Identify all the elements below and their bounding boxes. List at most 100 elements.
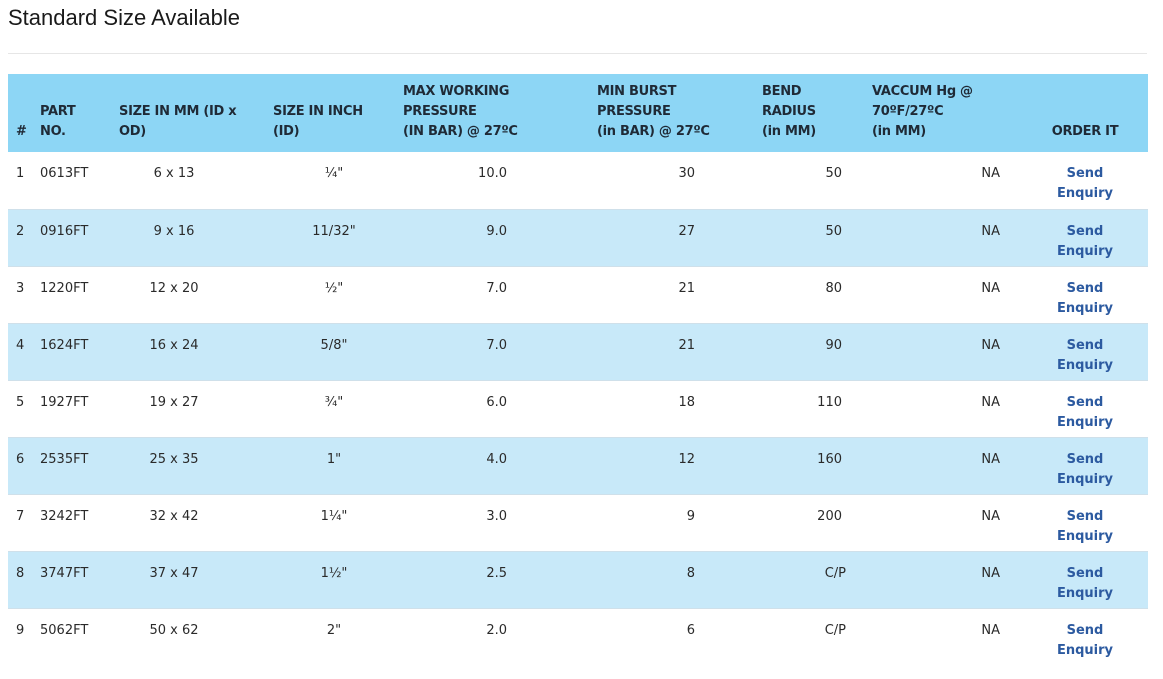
cell-vaccum: NA <box>981 394 1000 410</box>
table-row: 7 3242FT 32 x 42 1¼" 3.0 9 200 NA Send En… <box>8 494 1148 551</box>
table-row: 9 5062FT 50 x 62 2" 2.0 6 C/P NA Send Enq… <box>8 608 1148 665</box>
cell-part-no: 3242FT <box>40 508 89 524</box>
cell-order: Send Enquiry <box>1022 494 1148 551</box>
header-num: # <box>16 124 27 139</box>
header-part-line: NO. <box>40 124 66 139</box>
cell-num: 2 <box>16 223 25 239</box>
cell-order: Send Enquiry <box>1022 266 1148 323</box>
cell-order: Send Enquiry <box>1022 152 1148 209</box>
cell-order: Send Enquiry <box>1022 551 1148 608</box>
cell-size-inch: ½" <box>324 280 344 296</box>
cell-order: Send Enquiry <box>1022 209 1148 266</box>
cell-burst-pressure: 27 <box>678 223 695 239</box>
cell-burst-pressure: 9 <box>686 508 695 524</box>
sizes-table-container: # PART NO. SIZE IN MM (ID x OD) SIZE IN … <box>8 74 1148 665</box>
cell-max-pressure: 2.0 <box>486 622 507 638</box>
cell-vaccum: NA <box>981 508 1000 524</box>
cell-vaccum: NA <box>981 223 1000 239</box>
link-line: Send <box>1066 622 1104 638</box>
cell-part-no: 0613FT <box>40 166 89 181</box>
cell-num: 3 <box>16 280 25 296</box>
cell-part-no: 1624FT <box>40 337 89 353</box>
header-size-mm-line: SIZE IN MM (ID x <box>119 104 237 119</box>
send-enquiry-link[interactable]: Send Enquiry <box>1057 393 1113 433</box>
cell-order: Send Enquiry <box>1022 323 1148 380</box>
link-line: Enquiry <box>1056 186 1114 201</box>
cell-size-inch: 1" <box>326 451 342 467</box>
sizes-table: # PART NO. SIZE IN MM (ID x OD) SIZE IN … <box>8 74 1148 665</box>
cell-size-mm: 37 x 47 <box>149 565 199 581</box>
send-enquiry-link[interactable]: Send Enquiry <box>1057 450 1113 490</box>
link-line: Enquiry <box>1056 357 1114 373</box>
cell-burst-pressure: 12 <box>678 451 695 467</box>
cell-size-mm: 12 x 20 <box>149 280 199 296</box>
cell-part-no: 1927FT <box>40 394 89 410</box>
send-enquiry-link[interactable]: Send Enquiry <box>1057 279 1113 319</box>
cell-order: Send Enquiry <box>1022 380 1148 437</box>
header-order-it: ORDER IT <box>1051 124 1119 139</box>
cell-size-inch: 11/32" <box>312 223 356 239</box>
send-enquiry-link[interactable]: Send Enquiry <box>1057 336 1113 376</box>
cell-vaccum: NA <box>981 337 1000 353</box>
send-enquiry-link[interactable]: Send Enquiry <box>1057 507 1113 547</box>
cell-burst-pressure: 21 <box>678 280 695 296</box>
send-enquiry-link[interactable]: Send Enquiry <box>1057 564 1113 604</box>
cell-bend-radius: 160 <box>817 451 842 467</box>
link-line: Send <box>1066 337 1104 353</box>
header-bend-line: BEND <box>762 84 802 99</box>
cell-bend-radius: 200 <box>817 508 842 524</box>
table-row: 3 1220FT 12 x 20 ½" 7.0 21 80 NA Send Enq… <box>8 266 1148 323</box>
cell-vaccum: NA <box>981 565 1000 581</box>
cell-num: 7 <box>16 508 25 524</box>
header-vaccum-line: (in MM) <box>872 124 926 139</box>
cell-burst-pressure: 8 <box>686 565 695 581</box>
cell-burst-pressure: 18 <box>678 394 695 410</box>
cell-bend-radius: 90 <box>825 337 842 353</box>
cell-bend-radius: C/P <box>824 622 846 638</box>
cell-order: Send Enquiry <box>1022 437 1148 494</box>
header-vaccum-line: VACCUM Hg @ <box>872 84 973 99</box>
cell-max-pressure: 9.0 <box>486 223 507 239</box>
header-burst-line: MIN BURST <box>597 84 677 99</box>
table-row: 5 1927FT 19 x 27 ¾" 6.0 18 110 NA Send En… <box>8 380 1148 437</box>
cell-order: Send Enquiry <box>1022 608 1148 665</box>
send-enquiry-link[interactable]: Send Enquiry <box>1057 222 1113 262</box>
table-row: 1 0613FT 6 x 13 ¼" 10.0 30 50 NA Send Enq… <box>8 152 1148 209</box>
table-row: 6 2535FT 25 x 35 1" 4.0 12 160 NA Send En… <box>8 437 1148 494</box>
cell-max-pressure: 6.0 <box>486 394 507 410</box>
header-max-pressure-line: PRESSURE <box>403 104 477 119</box>
send-enquiry-link[interactable]: Send Enquiry <box>1057 164 1113 204</box>
cell-size-inch: ¼" <box>324 166 344 181</box>
cell-vaccum: NA <box>981 166 1000 181</box>
cell-size-mm: 19 x 27 <box>149 394 199 410</box>
cell-burst-pressure: 30 <box>678 166 695 181</box>
cell-burst-pressure: 6 <box>686 622 695 638</box>
header-max-pressure-line: (IN BAR) @ 27ºC <box>403 124 518 139</box>
cell-vaccum: NA <box>981 451 1000 467</box>
cell-num: 5 <box>16 394 25 410</box>
header-size-mm-line: OD) <box>119 124 146 139</box>
header-min-burst-pressure: MIN BURST PRESSURE (in BAR) @ 27ºC <box>597 74 762 152</box>
link-line: Send <box>1066 166 1104 181</box>
header-part-no: PART NO. <box>40 74 119 152</box>
cell-size-mm: 50 x 62 <box>149 622 199 638</box>
link-line: Enquiry <box>1056 642 1114 658</box>
cell-bend-radius: 110 <box>817 394 842 410</box>
table-row: 8 3747FT 37 x 47 1½" 2.5 8 C/P NA Send En… <box>8 551 1148 608</box>
header-vaccum-line: 70ºF/27ºC <box>872 104 944 119</box>
table-row: 4 1624FT 16 x 24 5/8" 7.0 21 90 NA Send E… <box>8 323 1148 380</box>
cell-bend-radius: 80 <box>825 280 842 296</box>
header-part-line: PART <box>40 104 76 119</box>
cell-size-inch: 5/8" <box>320 337 348 353</box>
cell-bend-radius: C/P <box>824 565 846 581</box>
header-bend-radius: BEND RADIUS (in MM) <box>762 74 872 152</box>
header-size-inch-line: (ID) <box>273 124 300 139</box>
cell-burst-pressure: 21 <box>678 337 695 353</box>
cell-max-pressure: 7.0 <box>486 337 507 353</box>
cell-vaccum: NA <box>981 622 1000 638</box>
divider <box>8 53 1147 54</box>
cell-max-pressure: 10.0 <box>478 166 507 181</box>
send-enquiry-link[interactable]: Send Enquiry <box>1057 621 1113 661</box>
header-burst-line: PRESSURE <box>597 104 671 119</box>
